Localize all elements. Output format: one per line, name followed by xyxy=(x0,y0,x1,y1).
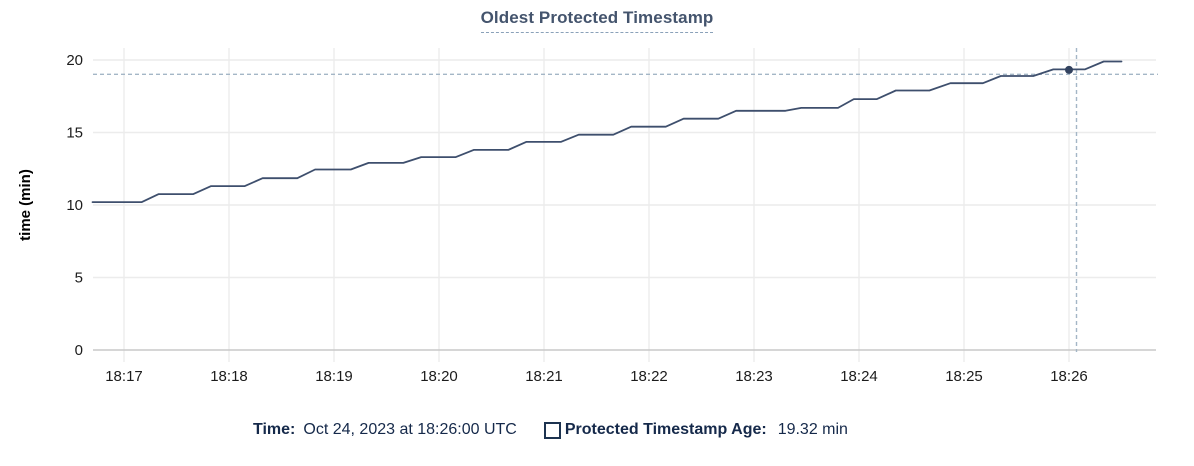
x-tick-label: 18:18 xyxy=(210,368,248,385)
x-gridlines: 18:17 18:18 18:19 18:20 18:21 18:22 18:23 18:24… xyxy=(105,48,1088,385)
y-axis-label: time (min) xyxy=(17,169,34,241)
series-line-protected-timestamp-age xyxy=(91,60,1123,204)
x-tick-label: 18:25 xyxy=(945,368,983,385)
y-tick-label: 15 xyxy=(66,125,83,142)
hover-legend: Time: Oct 24, 2023 at 18:26:00 UTC Prote… xyxy=(253,419,848,441)
hover-point xyxy=(1065,65,1073,74)
timeseries-chart-plot-area[interactable]: 18:17 18:18 18:19 18:20 18:21 18:22 18:23 18:24… xyxy=(0,0,1194,400)
x-tick-label: 18:20 xyxy=(420,368,458,385)
x-tick-label: 18:19 xyxy=(315,368,353,385)
legend-series-label: Protected Timestamp Age: xyxy=(564,421,767,438)
legend-series-value: 19.32 min xyxy=(777,421,848,438)
chart-title[interactable]: Oldest Protected Timestamp xyxy=(480,8,714,33)
y-tick-label: 5 xyxy=(75,270,83,287)
x-tick-label: 18:22 xyxy=(630,368,668,385)
x-tick-label: 18:24 xyxy=(840,368,878,385)
y-tick-label: 10 xyxy=(66,197,83,214)
y-tick-label: 20 xyxy=(66,52,83,69)
y-tick-label: 0 xyxy=(75,342,83,359)
x-tick-label: 18:26 xyxy=(1050,368,1088,385)
x-tick-label: 18:23 xyxy=(735,368,773,385)
x-tick-label: 18:17 xyxy=(105,368,143,385)
series-toggle-checkbox[interactable] xyxy=(543,421,561,439)
y-gridlines: 0 5 10 15 20 xyxy=(66,52,1156,359)
legend-time-value: Oct 24, 2023 at 18:26:00 UTC xyxy=(303,421,517,438)
x-tick-label: 18:21 xyxy=(525,368,563,385)
legend-time-label: Time: xyxy=(253,421,296,438)
chart-header: Oldest Protected Timestamp xyxy=(0,8,1194,33)
